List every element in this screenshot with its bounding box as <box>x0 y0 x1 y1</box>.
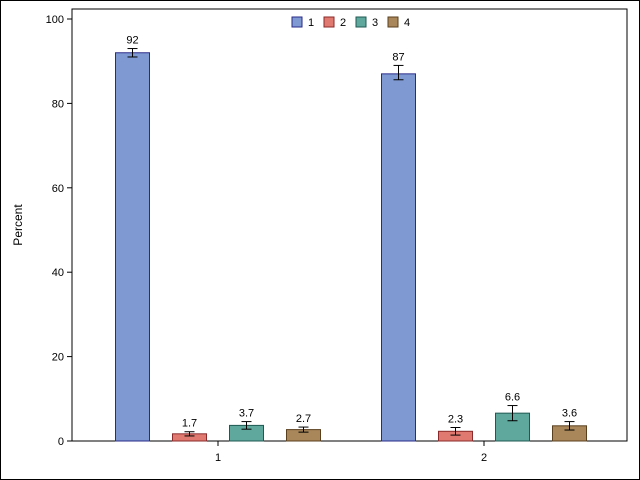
y-axis-title: Percent <box>11 204 25 246</box>
data-label: 6.6 <box>505 392 520 404</box>
y-tick-label: 100 <box>46 14 64 26</box>
data-label: 87 <box>392 51 404 63</box>
data-label: 92 <box>126 35 138 47</box>
x-tick-label: 1 <box>215 452 221 464</box>
legend-label: 3 <box>372 17 378 29</box>
y-tick-label: 40 <box>52 267 64 279</box>
data-label: 3.6 <box>562 408 577 420</box>
legend-label: 4 <box>404 17 410 29</box>
data-label: 3.7 <box>239 408 254 420</box>
data-label: 2.7 <box>296 413 311 425</box>
legend-label: 1 <box>308 17 314 29</box>
legend-swatch-1 <box>291 16 303 28</box>
data-label: 2.3 <box>448 413 463 425</box>
data-label: 1.7 <box>182 418 197 430</box>
legend-label: 2 <box>340 17 346 29</box>
legend-swatch-3 <box>355 16 367 28</box>
bar-series-1-cat-1 <box>115 52 150 442</box>
y-tick-label: 20 <box>52 352 64 364</box>
x-tick-label: 2 <box>481 452 487 464</box>
legend-swatch-2 <box>323 16 335 28</box>
plot-area <box>71 8 628 442</box>
y-tick-label: 0 <box>58 436 64 448</box>
legend-swatch-4 <box>387 16 399 28</box>
y-tick-label: 60 <box>52 183 64 195</box>
y-tick-label: 80 <box>52 98 64 110</box>
bar-series-1-cat-2 <box>381 73 416 442</box>
